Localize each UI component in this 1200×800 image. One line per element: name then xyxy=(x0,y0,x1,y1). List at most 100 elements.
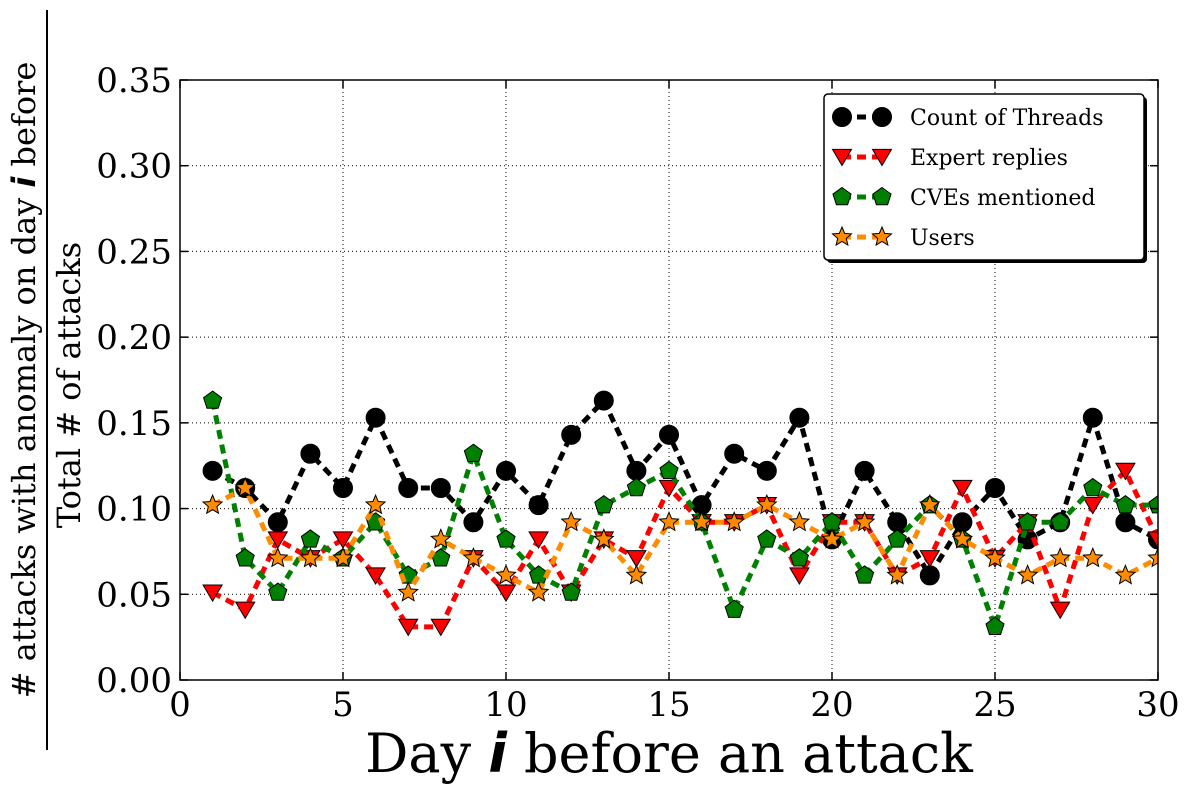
legend-entry: Users xyxy=(831,225,975,251)
data-point xyxy=(496,529,516,548)
x-tick-label: 25 xyxy=(973,685,1016,725)
data-point xyxy=(756,460,777,481)
data-point xyxy=(952,479,973,498)
y-tick-label: 0.35 xyxy=(96,61,172,101)
data-point xyxy=(1147,546,1158,568)
series-0 xyxy=(202,390,1158,586)
data-point xyxy=(364,493,387,515)
data-point xyxy=(235,548,255,567)
data-point xyxy=(463,443,484,462)
tick-labels: 0 5 10 15 20 25 30 0.00 0.05 0.10 0.15 0.20 0.25 0.30… xyxy=(96,61,1179,725)
data-point xyxy=(202,584,223,603)
data-point xyxy=(267,531,289,549)
data-point xyxy=(430,478,451,498)
data-point xyxy=(495,564,517,585)
data-point xyxy=(985,616,1005,636)
data-point xyxy=(397,618,419,637)
data-point xyxy=(462,546,485,568)
series-line xyxy=(211,484,1158,599)
legend-marker xyxy=(832,107,852,127)
data-point xyxy=(234,476,256,498)
data-point xyxy=(724,443,745,464)
data-point xyxy=(332,546,354,568)
data-point xyxy=(1115,495,1136,514)
data-point xyxy=(527,581,550,602)
data-point xyxy=(333,478,353,498)
data-point xyxy=(1083,477,1103,497)
data-point xyxy=(365,407,386,428)
data-point xyxy=(1082,546,1104,568)
data-point xyxy=(658,479,680,498)
legend-entry: Expert replies xyxy=(831,146,1068,171)
data-point xyxy=(594,495,614,514)
data-point xyxy=(919,565,940,586)
legend-marker xyxy=(872,186,892,206)
data-point xyxy=(398,478,419,498)
series-layer xyxy=(201,390,1158,637)
series-line xyxy=(211,396,1158,581)
y-axis-label-denominator: Total # of attacks xyxy=(50,242,88,528)
data-point xyxy=(951,528,974,549)
data-point xyxy=(201,493,224,515)
x-tick-label: 0 xyxy=(169,685,191,725)
data-point xyxy=(496,460,516,481)
y-tick-label: 0.05 xyxy=(96,575,172,615)
data-point xyxy=(1016,564,1039,585)
legend-label: CVEs mentioned xyxy=(910,186,1096,211)
data-point xyxy=(886,564,908,585)
data-point xyxy=(1050,512,1070,531)
data-point xyxy=(919,550,941,568)
data-point xyxy=(659,424,679,445)
x-tick-label: 30 xyxy=(1136,685,1179,725)
legend-box xyxy=(823,93,1145,261)
data-point xyxy=(659,460,679,480)
data-point xyxy=(299,546,322,568)
series-3 xyxy=(201,476,1158,602)
data-point xyxy=(821,528,843,549)
x-axis-label: Day i before an attack xyxy=(365,722,974,785)
y-axis-label-numerator: # attacks with anomaly on day i before xyxy=(5,62,43,699)
data-point xyxy=(561,582,581,601)
data-point xyxy=(1049,546,1071,568)
data-point xyxy=(626,477,647,497)
legend-marker xyxy=(832,186,852,206)
data-point xyxy=(561,424,582,445)
y-tick-label: 0.10 xyxy=(96,490,172,530)
data-point xyxy=(1049,601,1071,620)
data-point xyxy=(757,529,777,548)
legend-marker xyxy=(871,225,893,247)
y-tick-label: 0.25 xyxy=(96,232,172,272)
data-point xyxy=(560,510,582,532)
data-point xyxy=(854,565,875,584)
data-point xyxy=(268,582,288,601)
x-tick-label: 15 xyxy=(647,685,690,725)
data-point xyxy=(300,443,321,464)
legend-label: Users xyxy=(910,226,975,251)
data-point xyxy=(593,390,614,411)
data-point xyxy=(267,546,289,568)
data-point xyxy=(267,512,288,533)
legend-marker xyxy=(831,225,853,247)
legend-marker xyxy=(872,107,892,127)
data-point xyxy=(625,564,648,585)
data-point xyxy=(495,584,517,603)
data-point xyxy=(430,528,452,549)
axis-ticks xyxy=(179,79,1159,681)
data-point xyxy=(1082,497,1104,515)
legend-label: Count of Threads xyxy=(910,106,1104,131)
legend-label: Expert replies xyxy=(910,146,1068,171)
data-point xyxy=(593,528,615,549)
legend-marker xyxy=(831,148,853,167)
x-tick-label: 10 xyxy=(484,685,527,725)
data-point xyxy=(854,460,875,481)
data-point xyxy=(1115,462,1136,481)
data-point xyxy=(887,529,907,548)
data-point xyxy=(528,531,549,549)
data-point xyxy=(853,510,876,532)
legend-marker xyxy=(871,148,893,167)
data-point xyxy=(1114,564,1137,585)
data-point xyxy=(463,512,484,533)
data-point xyxy=(528,495,549,516)
x-tick-label: 5 xyxy=(332,685,354,725)
data-point xyxy=(202,390,223,409)
